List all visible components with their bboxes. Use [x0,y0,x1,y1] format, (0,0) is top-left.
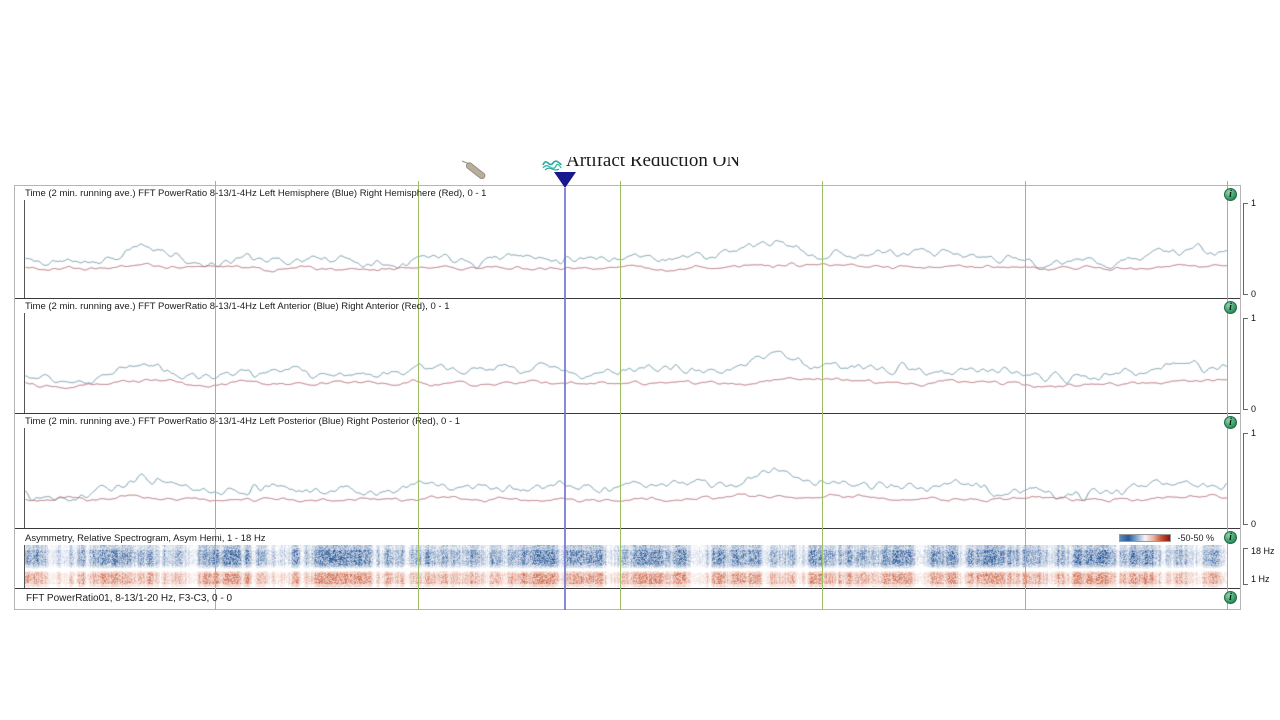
panel-title: Time (2 min. running ave.) FFT PowerRati… [25,416,461,427]
panel-title: Time (2 min. running ave.) FFT PowerRati… [25,188,487,199]
y-axis-line [24,545,25,588]
gridline [822,181,823,610]
gridline [215,181,216,610]
gridline [418,181,419,610]
posterior-powerratio-plot[interactable] [25,428,1228,528]
asymmetry-spectrogram-image[interactable] [25,545,1228,588]
spectrogram-colorbar [1119,534,1172,542]
scale-bracket [1243,203,1248,295]
scale-min-label: 0 [1251,289,1257,299]
time-cursor-line[interactable] [564,188,566,610]
panel-title: Asymmetry, Relative Spectrogram, Asym He… [25,532,266,544]
artifact-reduction-label: Artifact Reduction ON [566,157,741,171]
info-icon[interactable]: i [1224,301,1237,314]
freq-min-label: 1 Hz [1251,574,1270,584]
scale-bracket [1243,318,1248,410]
info-icon[interactable]: i [1224,531,1237,544]
gridline [1227,181,1228,610]
colorbar-range-label: -50-50 % [1177,533,1214,543]
freq-max-label: 18 Hz [1251,546,1275,556]
info-icon[interactable]: i [1224,591,1237,604]
trend-panel-stack: Time (2 min. running ave.) FFT PowerRati… [14,185,1241,610]
time-cursor-marker[interactable] [554,172,576,188]
artifact-map-icon [542,158,562,176]
info-icon[interactable]: i [1224,188,1237,201]
fft-powerratio-footer-label: FFT PowerRatio01, 8-13/1-20 Hz, F3-C3, 0… [26,593,233,604]
scale-max-label: 1 [1251,313,1257,323]
artifact-reduction-status: Artifact Reduction ON [566,157,756,171]
info-icon[interactable]: i [1224,416,1237,429]
scale-min-label: 0 [1251,404,1257,414]
y-axis-line [24,428,25,528]
scale-max-label: 1 [1251,198,1257,208]
bottom-trend-row: FFT PowerRatio01, 8-13/1-20 Hz, F3-C3, 0… [15,589,1240,610]
gridline [620,181,621,610]
scale-min-label: 0 [1251,519,1257,529]
trend-panel-left-right-hemisphere: Time (2 min. running ave.) FFT PowerRati… [15,186,1240,299]
y-axis-line [24,200,25,298]
trend-panel-left-right-anterior: Time (2 min. running ave.) FFT PowerRati… [15,299,1240,414]
pencil-tool-icon[interactable] [458,156,494,189]
scale-bracket [1243,433,1248,525]
panel-title: Time (2 min. running ave.) FFT PowerRati… [25,301,450,312]
hemisphere-powerratio-plot[interactable] [25,200,1228,298]
freq-scale-bracket [1243,548,1248,585]
trend-panel-left-right-posterior: Time (2 min. running ave.) FFT PowerRati… [15,414,1240,529]
asymmetry-spectrogram-panel: Asymmetry, Relative Spectrogram, Asym He… [15,529,1240,589]
gridline [1025,181,1026,610]
anterior-powerratio-plot[interactable] [25,313,1228,413]
scale-max-label: 1 [1251,428,1257,438]
y-axis-line [24,313,25,413]
